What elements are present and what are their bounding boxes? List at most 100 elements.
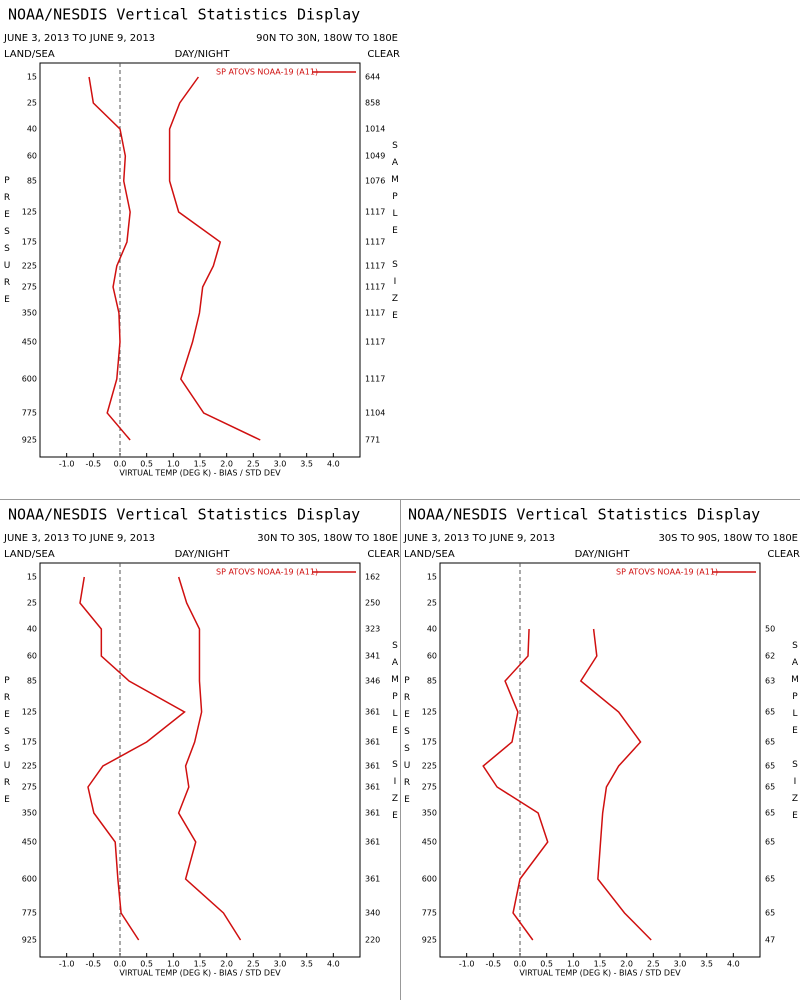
profile-line [168, 76, 261, 441]
pressure-label: 175 [422, 738, 437, 747]
pressure-label: 925 [22, 936, 37, 945]
x-tick-label: -0.5 [86, 960, 102, 969]
x-tick-label: 0.0 [114, 960, 127, 969]
pressure-label: 125 [422, 708, 437, 717]
x-tick-label: 1.5 [194, 960, 207, 969]
pressure-label: 450 [22, 838, 37, 847]
x-tick-label: 4.0 [727, 960, 740, 969]
x-tick-label: -0.5 [486, 960, 502, 969]
sample-size: 341 [365, 652, 380, 661]
pressure-label: 450 [22, 338, 37, 347]
sample-size: 361 [365, 838, 380, 847]
sample-size: 771 [365, 436, 380, 445]
x-tick-label: 1.0 [167, 460, 180, 469]
sample-size: 65 [765, 783, 775, 792]
pressure-label: 275 [22, 283, 37, 292]
sample-size: 1117 [365, 375, 385, 384]
pressure-label: 25 [27, 99, 37, 108]
land-sea-label: LAND/SEA [4, 549, 55, 560]
pressure-label: 40 [27, 125, 37, 134]
pressure-label: 15 [27, 573, 37, 582]
y-axis-label: PRESSURE [402, 676, 412, 812]
sample-size: 1049 [365, 152, 385, 161]
sample-size: 250 [365, 599, 380, 608]
x-tick-label: -1.0 [459, 960, 475, 969]
x-tick-label: 0.0 [114, 460, 127, 469]
x-tick-label: 3.0 [274, 960, 287, 969]
pressure-label: 175 [22, 738, 37, 747]
region: 90N TO 30N, 180W TO 180E [256, 33, 398, 44]
x-axis-label: VIRTUAL TEMP (DEG K) - BIAS / STD DEV [519, 969, 681, 978]
pressure-label: 85 [427, 677, 437, 686]
y2-axis-label: SAMPLE SIZE [790, 641, 800, 828]
pressure-label: 925 [22, 436, 37, 445]
sample-size: 50 [765, 625, 775, 634]
profile-line [88, 76, 131, 441]
pressure-label: 125 [22, 708, 37, 717]
sample-size: 361 [365, 783, 380, 792]
region: 30N TO 30S, 180W TO 180E [257, 533, 398, 544]
sample-size: 1014 [365, 125, 385, 134]
date-range: JUNE 3, 2013 TO JUNE 9, 2013 [3, 533, 155, 544]
sample-size: 1117 [365, 262, 385, 271]
sample-size: 323 [365, 625, 380, 634]
x-tick-label: 2.5 [647, 960, 660, 969]
pressure-label: 775 [22, 409, 37, 418]
sample-size: 1117 [365, 208, 385, 217]
legend-label: SP ATOVS NOAA-19 (A11) [616, 568, 718, 577]
sample-size: 361 [365, 809, 380, 818]
sample-size: 162 [365, 573, 380, 582]
pressure-label: 450 [422, 838, 437, 847]
y-axis-label: PRESSURE [2, 676, 12, 812]
chart-title: NOAA/NESDIS Vertical Statistics Display [8, 506, 360, 524]
sample-size: 1117 [365, 309, 385, 318]
date-range: JUNE 3, 2013 TO JUNE 9, 2013 [3, 33, 155, 44]
sample-size: 65 [765, 875, 775, 884]
pressure-label: 350 [22, 309, 37, 318]
x-tick-label: 3.5 [700, 960, 713, 969]
land-sea-label: LAND/SEA [404, 549, 455, 560]
pressure-label: 15 [27, 73, 37, 82]
pressure-label: 600 [22, 375, 37, 384]
profile-line [482, 628, 549, 941]
sample-size: 63 [765, 677, 775, 686]
plot-frame [39, 62, 361, 458]
sample-size: 644 [365, 73, 380, 82]
sample-size: 361 [365, 762, 380, 771]
profile-line [579, 628, 652, 941]
land-sea-label: LAND/SEA [4, 49, 55, 60]
x-tick-label: 2.5 [247, 960, 260, 969]
pressure-label: 40 [427, 625, 437, 634]
x-tick-label: 3.0 [274, 460, 287, 469]
pressure-label: 225 [22, 262, 37, 271]
sample-size: 361 [365, 738, 380, 747]
day-night-label: DAY/NIGHT [175, 549, 231, 560]
x-tick-label: 4.0 [327, 960, 340, 969]
sample-size: 65 [765, 809, 775, 818]
sample-size: 62 [765, 652, 775, 661]
x-tick-label: 1.5 [594, 960, 607, 969]
x-tick-label: 0.5 [540, 960, 553, 969]
sample-size: 65 [765, 738, 775, 747]
region: 30S TO 90S, 180W TO 180E [658, 533, 798, 544]
pressure-label: 925 [422, 936, 437, 945]
pressure-label: 60 [27, 152, 37, 161]
x-tick-label: 4.0 [327, 460, 340, 469]
x-axis-label: VIRTUAL TEMP (DEG K) - BIAS / STD DEV [119, 969, 281, 978]
y-axis-label: PRESSURE [2, 176, 12, 312]
pressure-label: 85 [27, 677, 37, 686]
sample-size: 1117 [365, 238, 385, 247]
sample-size: 220 [365, 936, 380, 945]
x-tick-label: -1.0 [59, 960, 75, 969]
profile-line [79, 576, 186, 941]
sample-size: 65 [765, 838, 775, 847]
day-night-label: DAY/NIGHT [575, 549, 631, 560]
plot-frame [39, 562, 361, 958]
pressure-label: 125 [22, 208, 37, 217]
sample-size: 858 [365, 99, 380, 108]
y2-axis-label: SAMPLE SIZE [390, 141, 400, 328]
pressure-label: 275 [22, 783, 37, 792]
sample-size: 361 [365, 708, 380, 717]
